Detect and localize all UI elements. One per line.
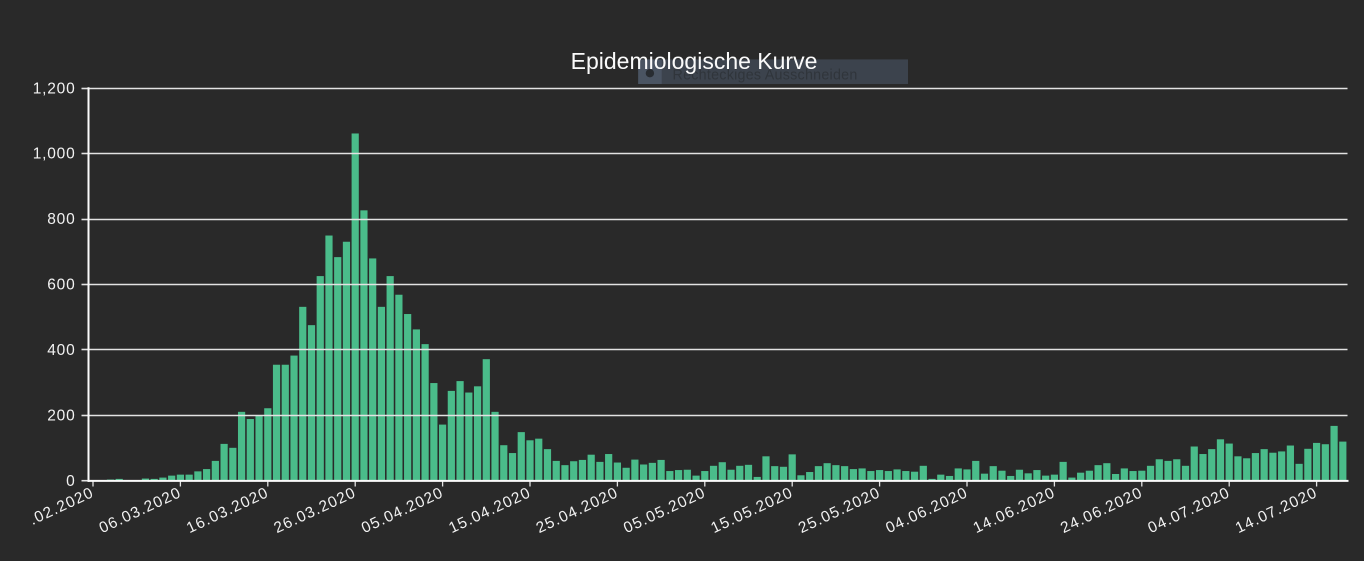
svg-text:1,000: 1,000 [33, 146, 76, 163]
svg-text:800: 800 [47, 211, 75, 228]
svg-text:05.05.2020: 05.05.2020 [621, 484, 708, 537]
svg-text:15.04.2020: 15.04.2020 [446, 484, 533, 537]
svg-text:400: 400 [47, 342, 75, 359]
svg-text:16.03.2020: 16.03.2020 [184, 484, 271, 537]
svg-text:04.06.2020: 04.06.2020 [883, 484, 970, 537]
svg-text:Rechteckiges Ausschneiden: Rechteckiges Ausschneiden [673, 68, 858, 84]
svg-text:Epidemiologische Kurve: Epidemiologische Kurve [571, 48, 818, 74]
svg-text:25.04.2020: 25.04.2020 [534, 484, 621, 537]
svg-text:14.06.2020: 14.06.2020 [971, 484, 1058, 537]
svg-text:04.07.2020: 04.07.2020 [1145, 484, 1232, 537]
svg-text:26.03.2020: 26.03.2020 [271, 484, 358, 537]
svg-text:600: 600 [47, 277, 75, 294]
svg-text:15.05.2020: 15.05.2020 [708, 484, 795, 537]
svg-text:.02.2020: .02.2020 [27, 484, 97, 529]
svg-text:06.03.2020: 06.03.2020 [97, 484, 184, 537]
svg-text:14.07.2020: 14.07.2020 [1233, 484, 1320, 537]
svg-text:25.05.2020: 25.05.2020 [796, 484, 883, 537]
svg-text:1,200: 1,200 [33, 80, 76, 97]
svg-text:05.04.2020: 05.04.2020 [359, 484, 446, 537]
svg-text:24.06.2020: 24.06.2020 [1058, 484, 1145, 537]
svg-text:0: 0 [66, 473, 75, 490]
svg-text:200: 200 [47, 407, 75, 424]
